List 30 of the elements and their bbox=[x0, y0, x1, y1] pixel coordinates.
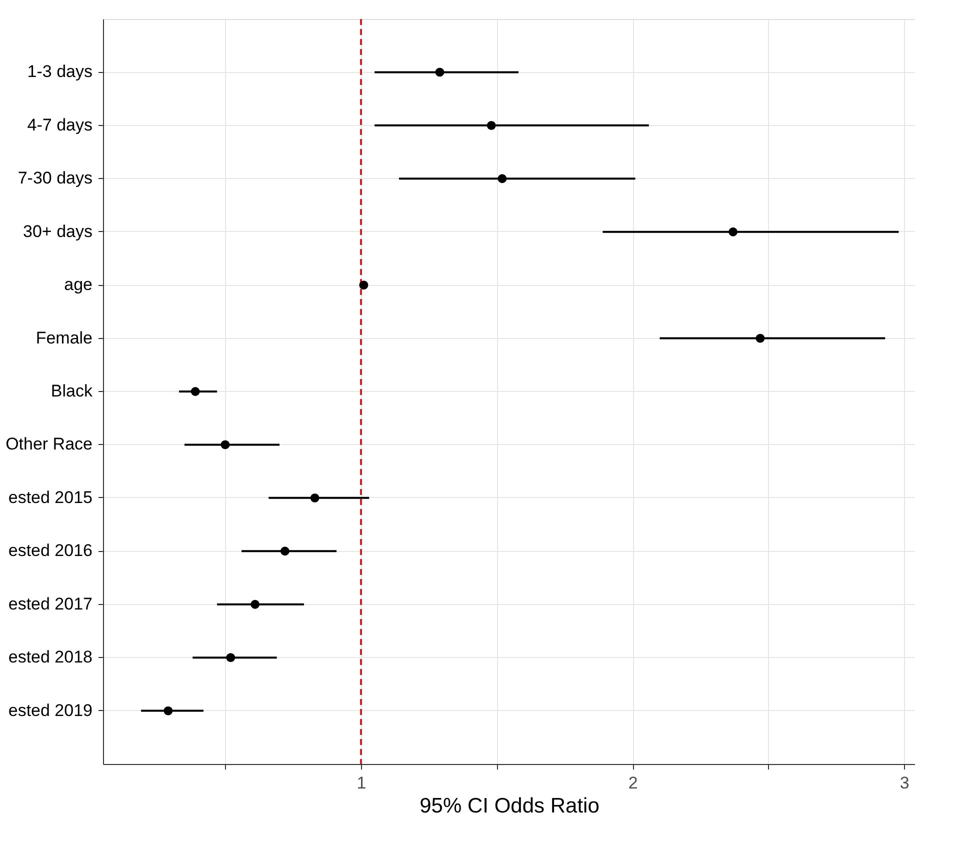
y-tick-label: 1-3 days bbox=[27, 62, 92, 82]
y-tick-label: ested 2019 bbox=[8, 700, 92, 720]
x-tick-label: 1 bbox=[356, 774, 366, 792]
point bbox=[486, 120, 496, 130]
y-tick-label: 30+ days bbox=[23, 222, 92, 241]
y-tick-label: ested 2015 bbox=[8, 488, 92, 507]
y-tick-label: ested 2016 bbox=[8, 541, 92, 560]
x-tick-label: 3 bbox=[900, 774, 910, 792]
point bbox=[359, 280, 368, 290]
y-tick-label: Female bbox=[36, 328, 92, 348]
y-tick-label: age bbox=[64, 275, 92, 294]
point bbox=[435, 68, 444, 77]
point bbox=[250, 600, 260, 609]
point bbox=[756, 334, 765, 343]
point bbox=[226, 653, 236, 662]
y-tick-label: ested 2018 bbox=[8, 648, 92, 667]
point bbox=[280, 546, 290, 556]
x-tick-label: 2 bbox=[628, 774, 638, 792]
point bbox=[220, 440, 230, 450]
point bbox=[498, 174, 507, 184]
point bbox=[164, 706, 173, 716]
point bbox=[190, 387, 200, 396]
y-tick-label: ested 2017 bbox=[8, 594, 92, 614]
y-tick-label: Black bbox=[50, 382, 93, 400]
y-tick-label: 4-7 days bbox=[27, 115, 92, 134]
x-axis-title: 95% CI Odds Ratio bbox=[420, 794, 600, 818]
point bbox=[728, 227, 738, 236]
y-tick-label: 7-30 days bbox=[18, 168, 92, 188]
point bbox=[310, 493, 320, 502]
y-tick-label: Other Race bbox=[6, 434, 92, 454]
